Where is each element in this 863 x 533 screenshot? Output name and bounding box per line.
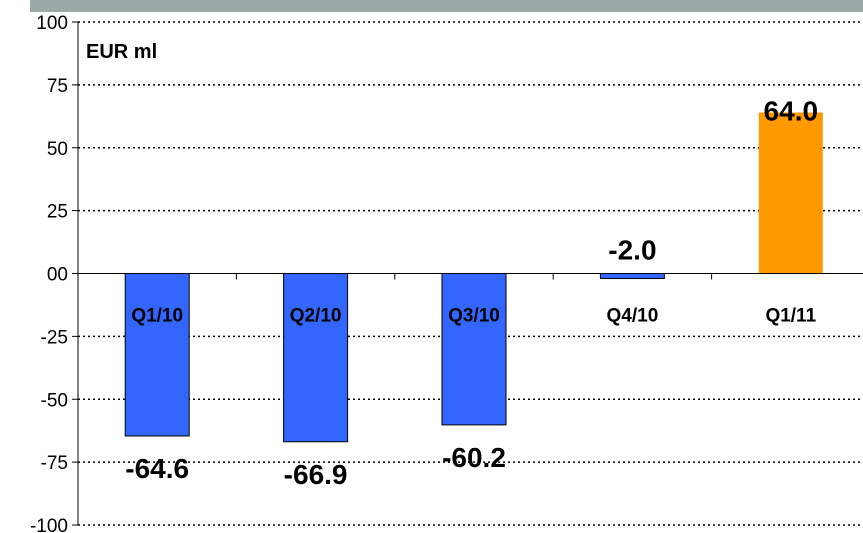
y-tick-label: -75	[41, 453, 68, 474]
category-label: Q2/10	[290, 306, 342, 327]
unit-label: EUR ml	[86, 41, 157, 63]
y-tick-label: -100	[30, 516, 68, 533]
y-tick-label: -50	[41, 390, 68, 411]
labels: 100 75 50 25 00 -25 -50 -75 -100 Q1/10 -64.6 Q2/10 -…	[30, 13, 818, 533]
bar-Q4/10	[599, 273, 665, 280]
category-label: Q3/10	[448, 306, 500, 327]
bar-Q1/10	[124, 273, 190, 437]
y-tick-label: -25	[41, 327, 68, 348]
data-label: -60.2	[442, 442, 506, 473]
y-tick-label: 50	[47, 139, 68, 160]
bar-Q2/10	[283, 273, 349, 443]
y-tick-label: 100	[36, 13, 68, 34]
header-band	[30, 0, 863, 12]
data-label: -2.0	[608, 235, 656, 266]
y-tick-label: 25	[47, 202, 68, 223]
y-tick-label: 00	[47, 265, 68, 286]
category-label: Q1/10	[131, 306, 183, 327]
gridlines	[78, 21, 863, 526]
axes	[72, 21, 863, 526]
data-label: 64.0	[764, 96, 819, 127]
category-label: Q1/11	[765, 306, 816, 327]
data-label: -66.9	[284, 459, 348, 490]
bar-Q1/11	[758, 112, 823, 274]
y-tick-label: 75	[47, 76, 68, 97]
bars	[124, 112, 823, 443]
bar-Q3/10	[441, 273, 507, 426]
data-label: -64.6	[125, 453, 189, 484]
category-label: Q4/10	[607, 306, 659, 327]
